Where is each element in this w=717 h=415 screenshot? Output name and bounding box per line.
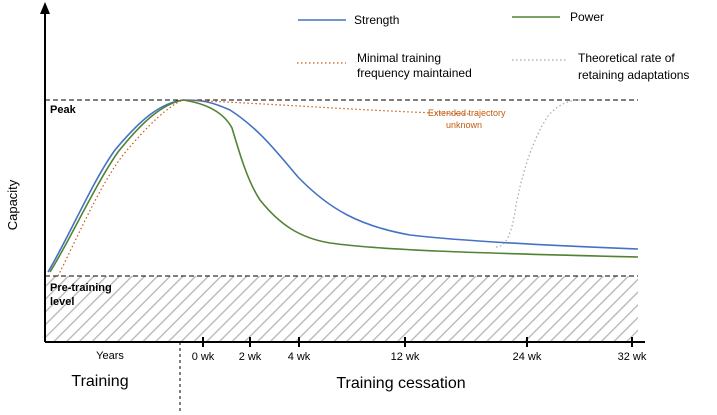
legend-label-minimal-training-line2: frequency maintained <box>357 66 472 80</box>
series-minimal-training-line <box>57 99 471 277</box>
baseline-label-line2: level <box>50 296 74 308</box>
legend-label-theoretical-retention-line1: Theoretical rate of <box>578 51 675 65</box>
legend-label-strength: Strength <box>354 13 399 27</box>
series-power-line <box>49 99 639 273</box>
x-axis-label-cessation: Training cessation <box>336 375 465 392</box>
x-tick-label: 4 wk <box>288 351 311 363</box>
peak-label: Peak <box>50 104 77 116</box>
series-theoretical-retention-line <box>495 99 583 248</box>
x-tick-label: 12 wk <box>391 351 420 363</box>
series-strength-line <box>47 99 639 273</box>
legend-label-power: Power <box>570 10 604 24</box>
x-tick-label: 2 wk <box>239 351 262 363</box>
baseline-label-line1: Pre-training <box>50 282 112 294</box>
legend-label-theoretical-retention-line2: retaining adaptations <box>578 68 689 82</box>
x-axis-label-training: Training <box>71 373 128 390</box>
annotation-line1: Extended trajectory <box>428 108 506 118</box>
baseline-hatch-region <box>45 276 638 342</box>
y-axis-label: Capacity <box>5 179 20 230</box>
annotation-line2: unknown <box>446 120 482 130</box>
x-phase-label: Years <box>96 350 124 362</box>
x-tick-label: 32 wk <box>618 351 647 363</box>
x-tick-label: 24 wk <box>513 351 542 363</box>
x-tick-label: 0 wk <box>192 351 215 363</box>
legend-label-minimal-training-line1: Minimal training <box>357 51 441 65</box>
y-axis-arrow-icon <box>40 2 50 14</box>
